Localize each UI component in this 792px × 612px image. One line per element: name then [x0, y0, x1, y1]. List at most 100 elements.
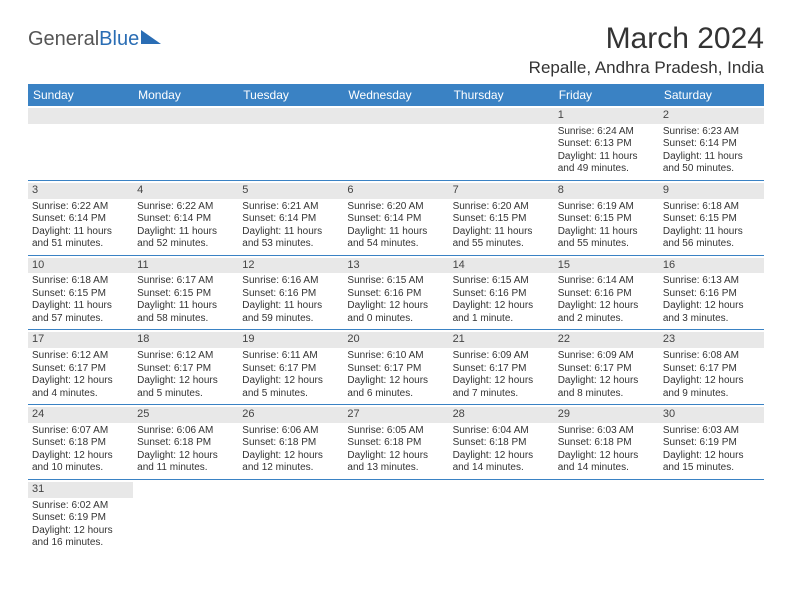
sunrise-text: Sunrise: 6:16 AM: [242, 275, 339, 288]
calendar-cell: 17Sunrise: 6:12 AMSunset: 6:17 PMDayligh…: [28, 330, 133, 404]
day-number: 14: [449, 258, 554, 274]
sunset-text: Sunset: 6:14 PM: [242, 213, 339, 226]
sunrise-text: Sunrise: 6:05 AM: [347, 425, 444, 438]
daylight-text: Daylight: 11 hours and 56 minutes.: [663, 226, 760, 251]
day-number: 31: [28, 482, 133, 498]
calendar-page: GeneralBlue March 2024 Repalle, Andhra P…: [0, 0, 792, 576]
daylight-text: Daylight: 11 hours and 51 minutes.: [32, 226, 129, 251]
week-row: 10Sunrise: 6:18 AMSunset: 6:15 PMDayligh…: [28, 256, 764, 331]
sunrise-text: Sunrise: 6:23 AM: [663, 126, 760, 139]
daylight-text: Daylight: 12 hours and 14 minutes.: [453, 450, 550, 475]
calendar-grid: Sunday Monday Tuesday Wednesday Thursday…: [28, 84, 764, 554]
sunset-text: Sunset: 6:17 PM: [32, 363, 129, 376]
daylight-text: Daylight: 11 hours and 58 minutes.: [137, 300, 234, 325]
sunset-text: Sunset: 6:16 PM: [558, 288, 655, 301]
daylight-text: Daylight: 11 hours and 53 minutes.: [242, 226, 339, 251]
sunset-text: Sunset: 6:16 PM: [347, 288, 444, 301]
calendar-cell: 28Sunrise: 6:04 AMSunset: 6:18 PMDayligh…: [449, 405, 554, 479]
calendar-cell: 1Sunrise: 6:24 AMSunset: 6:13 PMDaylight…: [554, 106, 659, 180]
sunset-text: Sunset: 6:17 PM: [137, 363, 234, 376]
sunset-text: Sunset: 6:16 PM: [242, 288, 339, 301]
dayhead-tue: Tuesday: [238, 84, 343, 106]
sunrise-text: Sunrise: 6:06 AM: [137, 425, 234, 438]
sunset-text: Sunset: 6:17 PM: [242, 363, 339, 376]
day-number: 20: [343, 332, 448, 348]
day-number: 26: [238, 407, 343, 423]
calendar-cell: 7Sunrise: 6:20 AMSunset: 6:15 PMDaylight…: [449, 181, 554, 255]
calendar-cell: 2Sunrise: 6:23 AMSunset: 6:14 PMDaylight…: [659, 106, 764, 180]
daylight-text: Daylight: 11 hours and 52 minutes.: [137, 226, 234, 251]
sunrise-text: Sunrise: 6:15 AM: [453, 275, 550, 288]
daylight-text: Daylight: 12 hours and 16 minutes.: [32, 525, 129, 550]
calendar-cell: 13Sunrise: 6:15 AMSunset: 6:16 PMDayligh…: [343, 256, 448, 330]
week-row: 1Sunrise: 6:24 AMSunset: 6:13 PMDaylight…: [28, 106, 764, 181]
dayhead-sun: Sunday: [28, 84, 133, 106]
sunset-text: Sunset: 6:14 PM: [137, 213, 234, 226]
daylight-text: Daylight: 11 hours and 57 minutes.: [32, 300, 129, 325]
sunrise-text: Sunrise: 6:03 AM: [663, 425, 760, 438]
sunrise-text: Sunrise: 6:06 AM: [242, 425, 339, 438]
sunrise-text: Sunrise: 6:03 AM: [558, 425, 655, 438]
daylight-text: Daylight: 12 hours and 11 minutes.: [137, 450, 234, 475]
logo-text-1: General: [28, 28, 99, 51]
day-number: 1: [554, 108, 659, 124]
daylight-text: Daylight: 12 hours and 14 minutes.: [558, 450, 655, 475]
calendar-cell: 5Sunrise: 6:21 AMSunset: 6:14 PMDaylight…: [238, 181, 343, 255]
sunrise-text: Sunrise: 6:02 AM: [32, 500, 129, 513]
sunset-text: Sunset: 6:17 PM: [347, 363, 444, 376]
day-number: 9: [659, 183, 764, 199]
daylight-text: Daylight: 12 hours and 8 minutes.: [558, 375, 655, 400]
calendar-cell: [554, 480, 659, 554]
daylight-text: Daylight: 12 hours and 4 minutes.: [32, 375, 129, 400]
calendar-cell: [133, 480, 238, 554]
sunset-text: Sunset: 6:18 PM: [558, 437, 655, 450]
day-number: 18: [133, 332, 238, 348]
calendar-cell: 29 Sunrise: 6:03 AMSunset: 6:18 PMDayligh…: [554, 405, 659, 479]
calendar-cell: 10Sunrise: 6:18 AMSunset: 6:15 PMDayligh…: [28, 256, 133, 330]
sunset-text: Sunset: 6:15 PM: [663, 213, 760, 226]
calendar-cell: 21Sunrise: 6:09 AMSunset: 6:17 PMDayligh…: [449, 330, 554, 404]
calendar-cell: 8Sunrise: 6:19 AMSunset: 6:15 PMDaylight…: [554, 181, 659, 255]
day-number: 29: [554, 407, 659, 423]
daylight-text: Daylight: 12 hours and 9 minutes.: [663, 375, 760, 400]
daylight-text: Daylight: 11 hours and 49 minutes.: [558, 151, 655, 176]
day-number: 7: [449, 183, 554, 199]
calendar-cell: 20Sunrise: 6:10 AMSunset: 6:17 PMDayligh…: [343, 330, 448, 404]
calendar-cell: 15Sunrise: 6:14 AMSunset: 6:16 PMDayligh…: [554, 256, 659, 330]
day-number-empty: [28, 108, 133, 124]
sunrise-text: Sunrise: 6:20 AM: [347, 201, 444, 214]
day-number: 19: [238, 332, 343, 348]
calendar-cell: [659, 480, 764, 554]
sunrise-text: Sunrise: 6:18 AM: [663, 201, 760, 214]
week-row: 31Sunrise: 6:02 AMSunset: 6:19 PMDayligh…: [28, 480, 764, 554]
sunrise-text: Sunrise: 6:04 AM: [453, 425, 550, 438]
day-header-row: Sunday Monday Tuesday Wednesday Thursday…: [28, 84, 764, 106]
day-number: 4: [133, 183, 238, 199]
daylight-text: Daylight: 12 hours and 6 minutes.: [347, 375, 444, 400]
sunrise-text: Sunrise: 6:12 AM: [137, 350, 234, 363]
sunrise-text: Sunrise: 6:19 AM: [558, 201, 655, 214]
daylight-text: Daylight: 12 hours and 5 minutes.: [137, 375, 234, 400]
daylight-text: Daylight: 11 hours and 55 minutes.: [558, 226, 655, 251]
sunrise-text: Sunrise: 6:15 AM: [347, 275, 444, 288]
calendar-cell: 14Sunrise: 6:15 AMSunset: 6:16 PMDayligh…: [449, 256, 554, 330]
sunrise-text: Sunrise: 6:14 AM: [558, 275, 655, 288]
calendar-cell: [343, 106, 448, 180]
calendar-cell: [343, 480, 448, 554]
calendar-cell: 25Sunrise: 6:06 AMSunset: 6:18 PMDayligh…: [133, 405, 238, 479]
sunrise-text: Sunrise: 6:24 AM: [558, 126, 655, 139]
dayhead-thu: Thursday: [449, 84, 554, 106]
day-number: 30: [659, 407, 764, 423]
calendar-cell: 18 Sunrise: 6:12 AMSunset: 6:17 PMDayligh…: [133, 330, 238, 404]
day-number: 10: [28, 258, 133, 274]
dayhead-mon: Monday: [133, 84, 238, 106]
day-number: 27: [343, 407, 448, 423]
sunset-text: Sunset: 6:18 PM: [32, 437, 129, 450]
calendar-cell: 11Sunrise: 6:17 AMSunset: 6:15 PMDayligh…: [133, 256, 238, 330]
day-number: 22: [554, 332, 659, 348]
sunrise-text: Sunrise: 6:20 AM: [453, 201, 550, 214]
logo: GeneralBlue: [28, 28, 161, 51]
sunrise-text: Sunrise: 6:09 AM: [558, 350, 655, 363]
day-number-empty: [238, 108, 343, 124]
calendar-cell: 27Sunrise: 6:05 AMSunset: 6:18 PMDayligh…: [343, 405, 448, 479]
